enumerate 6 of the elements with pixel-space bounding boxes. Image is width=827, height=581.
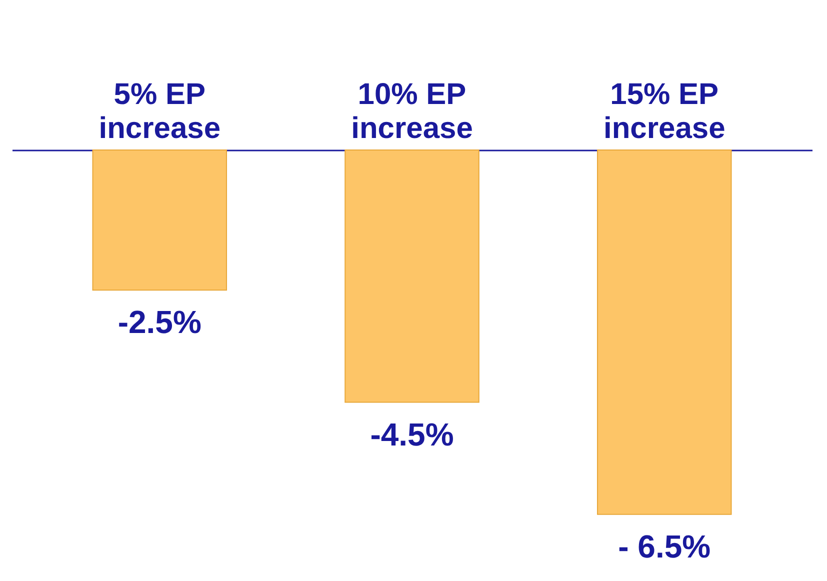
x-tick-label: 5% EP increase — [98, 78, 221, 145]
data-label: -4.5% — [370, 416, 454, 452]
data-label: - 6.5% — [618, 528, 711, 564]
data-label: -2.5% — [118, 304, 202, 340]
x-tick-label: 15% EP increase — [603, 78, 726, 145]
x-tick-label: 10% EP increase — [351, 78, 473, 145]
